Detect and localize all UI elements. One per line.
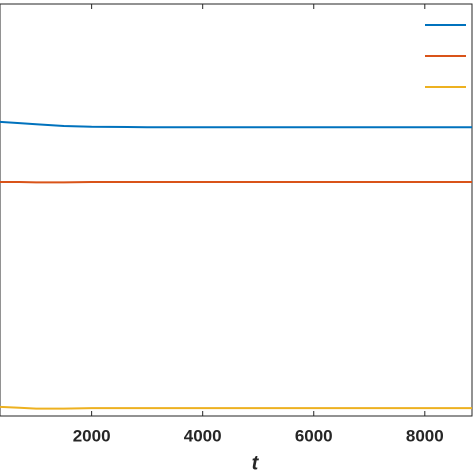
x-tick-label: 2000 <box>73 426 111 445</box>
x-tick-label: 8000 <box>406 426 444 445</box>
plot-frame <box>0 3 473 417</box>
series-line <box>0 405 472 410</box>
x-axis-label: t <box>252 452 260 474</box>
series-line <box>0 120 472 129</box>
x-tick-label: 6000 <box>295 426 333 445</box>
x-tick-label: 4000 <box>184 426 222 445</box>
